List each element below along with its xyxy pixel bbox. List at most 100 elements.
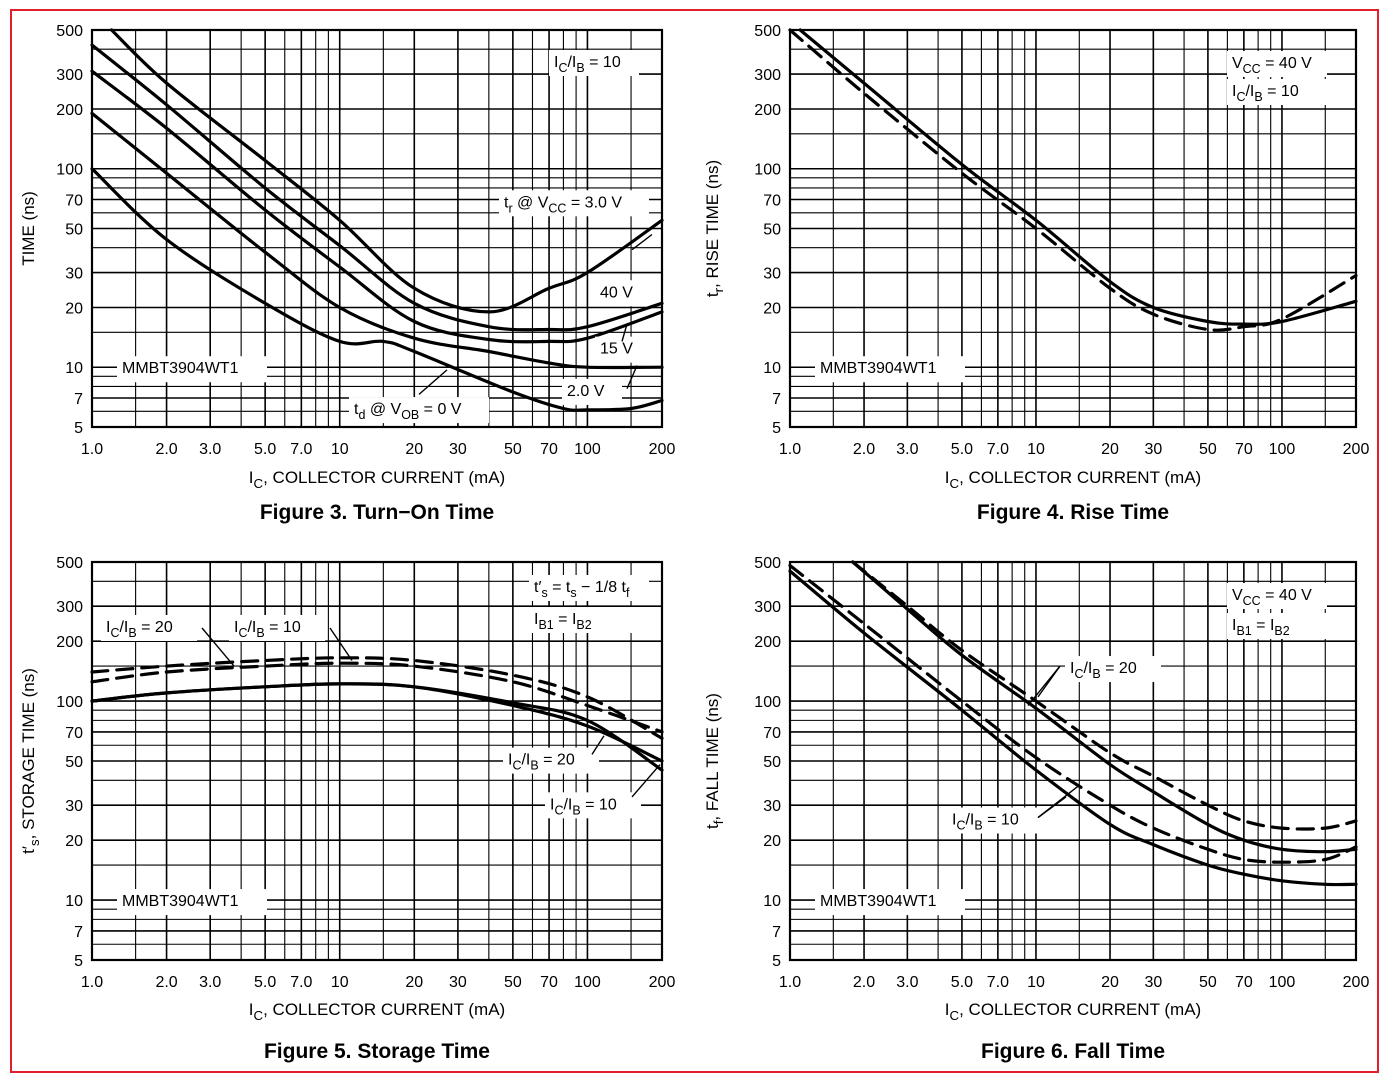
- label-backdrop: [529, 607, 649, 633]
- series-label-text: IC/IB = 10: [550, 796, 617, 817]
- label-backdrop: [499, 190, 649, 217]
- y-tick-label: 200: [754, 634, 781, 651]
- label-leader: [1027, 665, 1061, 706]
- label-backdrop: [549, 50, 639, 76]
- x-tick-label: 3.0: [199, 974, 221, 991]
- x-tick-label: 50: [1199, 974, 1217, 991]
- y-tick-label: 10: [763, 893, 781, 910]
- series-label: tr @ VCC = 3.0 V: [499, 190, 649, 217]
- y-tick-label: 5: [74, 420, 83, 437]
- label-leader: [631, 233, 653, 251]
- x-tick-label: 200: [649, 974, 676, 991]
- condition-label: IC/IB = 10: [1227, 79, 1327, 105]
- series-label: IC/IB = 20: [503, 747, 599, 774]
- label-backdrop: [1065, 656, 1161, 683]
- y-tick-label: 100: [56, 162, 83, 179]
- series-label-text: IC/IB = 20: [1070, 660, 1137, 681]
- series-line-0: [798, 28, 1358, 326]
- x-tick-label: 3.0: [896, 441, 918, 458]
- fig4-chart: 1.0 2.0 3.0 5.0 7.0 10 20 30 50 70 100 200 5 7 10 20 30 5…: [703, 23, 1369, 524]
- y-tick-label: 7: [74, 924, 83, 941]
- series-line-3: [788, 569, 1358, 887]
- y-axis-label: t′s, STORAGE TIME (ns): [19, 668, 42, 854]
- figure-title: Figure 4. Rise Time: [977, 501, 1169, 524]
- label-backdrop: [562, 378, 622, 405]
- label-backdrop: [1227, 613, 1327, 639]
- x-tick-label: 100: [1269, 441, 1296, 458]
- x-tick-label: 7.0: [987, 441, 1009, 458]
- y-tick-label: 30: [763, 266, 781, 283]
- y-tick-label: 20: [65, 833, 83, 850]
- label-backdrop: [545, 792, 641, 819]
- x-tick-label: 1.0: [81, 974, 103, 991]
- plot-frame: [90, 28, 664, 429]
- x-tick-label: 3.0: [199, 441, 221, 458]
- y-tick-label: 50: [65, 754, 83, 771]
- y-tick-label: 10: [65, 893, 83, 910]
- series-line-3: [90, 111, 664, 370]
- x-tick-label: 200: [1343, 974, 1370, 991]
- series-label-text: IC/IB = 10: [234, 619, 301, 640]
- x-tick-label: 50: [504, 974, 522, 991]
- series-line-0: [90, 656, 664, 740]
- x-tick-label: 30: [449, 441, 467, 458]
- label-leader: [626, 365, 638, 389]
- condition-label-text: IB1 = IB2: [534, 611, 592, 632]
- label-backdrop: [101, 615, 197, 641]
- fig5-chart: 1.0 2.0 3.0 5.0 7.0 10 20 30 50 70 100 200 5 7 10 20 30 5…: [19, 555, 675, 1063]
- x-tick-label: 3.0: [896, 974, 918, 991]
- x-tick-label: 70: [1235, 974, 1253, 991]
- x-tick-label: 20: [405, 974, 423, 991]
- y-tick-label: 30: [65, 798, 83, 815]
- condition-label-text: IB1 = IB2: [1232, 617, 1290, 638]
- x-tick-label: 100: [1269, 974, 1296, 991]
- x-tick-label: 5.0: [254, 974, 276, 991]
- label-backdrop: [1227, 583, 1327, 609]
- condition-label: VCC = 40 V: [1227, 51, 1327, 77]
- label-leader: [1037, 796, 1067, 819]
- label-backdrop: [349, 397, 489, 424]
- y-tick-label: 300: [56, 599, 83, 616]
- series-line-2: [788, 563, 1358, 864]
- y-tick-label: 200: [56, 634, 83, 651]
- y-tick-label: 100: [56, 694, 83, 711]
- condition-label-text: VCC = 40 V: [1232, 55, 1312, 76]
- x-axis-label: IC, COLLECTOR CURRENT (mA): [945, 468, 1201, 491]
- x-tick-label: 30: [1144, 974, 1162, 991]
- series-label-text: tr @ VCC = 3.0 V: [504, 194, 622, 215]
- x-tick-label: 70: [1235, 441, 1253, 458]
- y-axis-label: tf, FALL TIME (ns): [703, 693, 726, 829]
- y-tick-label: 20: [763, 833, 781, 850]
- fig3-chart: 1.0 2.0 3.0 5.0 7.0 10 20 30 50 70 100 200 5 7 10 20 30 5…: [19, 23, 675, 524]
- series-label: 2.0 V: [562, 378, 622, 405]
- series-label-text: IC/IB = 20: [508, 752, 575, 773]
- x-axis-label: IC, COLLECTOR CURRENT (mA): [249, 468, 505, 491]
- y-tick-label: 7: [772, 391, 781, 408]
- x-tick-label: 10: [331, 974, 349, 991]
- y-tick-label: 30: [763, 798, 781, 815]
- x-tick-label: 10: [1027, 441, 1045, 458]
- condition-label: IB1 = IB2: [1227, 613, 1327, 639]
- x-tick-label: 70: [540, 974, 558, 991]
- y-tick-label: 70: [65, 192, 83, 209]
- x-tick-label: 1.0: [81, 441, 103, 458]
- label-leader: [621, 323, 628, 342]
- x-tick-label: 200: [649, 441, 676, 458]
- x-tick-label: 10: [1027, 974, 1045, 991]
- label-leader: [631, 764, 661, 798]
- label-backdrop: [117, 356, 267, 383]
- y-tick-label: 5: [772, 420, 781, 437]
- series-label: IC/IB = 20: [101, 615, 197, 641]
- x-tick-label: 100: [574, 441, 601, 458]
- x-tick-label: 20: [1101, 974, 1119, 991]
- y-tick-label: 300: [754, 67, 781, 84]
- condition-label: IC/IB = 10: [549, 50, 639, 76]
- y-axis-label: TIME (ns): [19, 191, 38, 266]
- y-tick-label: 20: [65, 300, 83, 317]
- condition-label-text: t′s = ts − 1/8 tf: [534, 579, 630, 600]
- series-line-1: [788, 28, 1358, 332]
- y-tick-label: 100: [754, 162, 781, 179]
- series-label-text: 15 V: [600, 341, 633, 358]
